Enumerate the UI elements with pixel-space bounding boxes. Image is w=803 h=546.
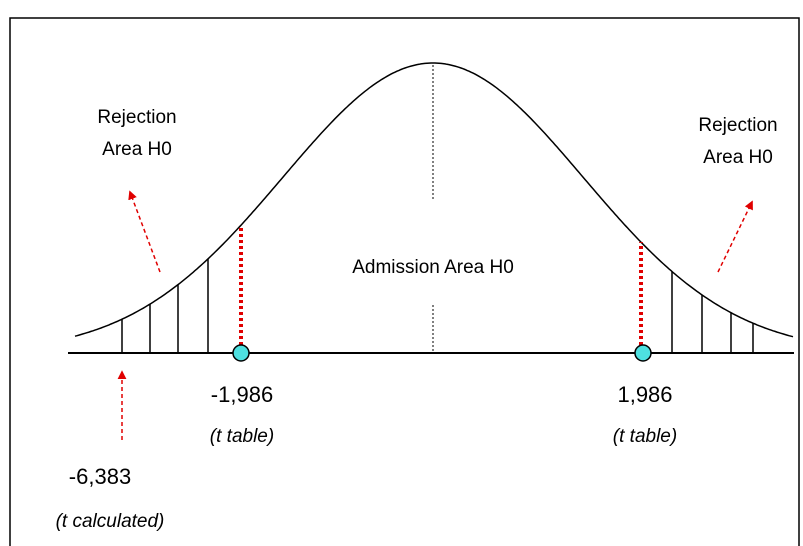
critical-point <box>232 344 250 362</box>
calculated-value: -6,383 <box>69 464 131 489</box>
critical-point <box>634 344 652 362</box>
arrow <box>128 190 161 273</box>
critical-value: 1,986 <box>617 382 672 407</box>
normal-curve <box>74 62 794 338</box>
rejection-label: Rejection <box>97 107 176 128</box>
rejection-label: Area H0 <box>703 147 773 168</box>
rejection-label: Area H0 <box>102 139 172 160</box>
rejection-label: Rejection <box>698 115 777 136</box>
curve-group <box>74 62 794 353</box>
calculated-note: (t calculated) <box>56 511 165 532</box>
arrow <box>717 200 753 273</box>
frame <box>9 17 800 546</box>
admission-label: Admission Area H0 <box>352 257 514 278</box>
critical-value: -1,986 <box>211 382 273 407</box>
critical-note: (t table) <box>613 426 677 447</box>
critical-note: (t table) <box>210 426 274 447</box>
